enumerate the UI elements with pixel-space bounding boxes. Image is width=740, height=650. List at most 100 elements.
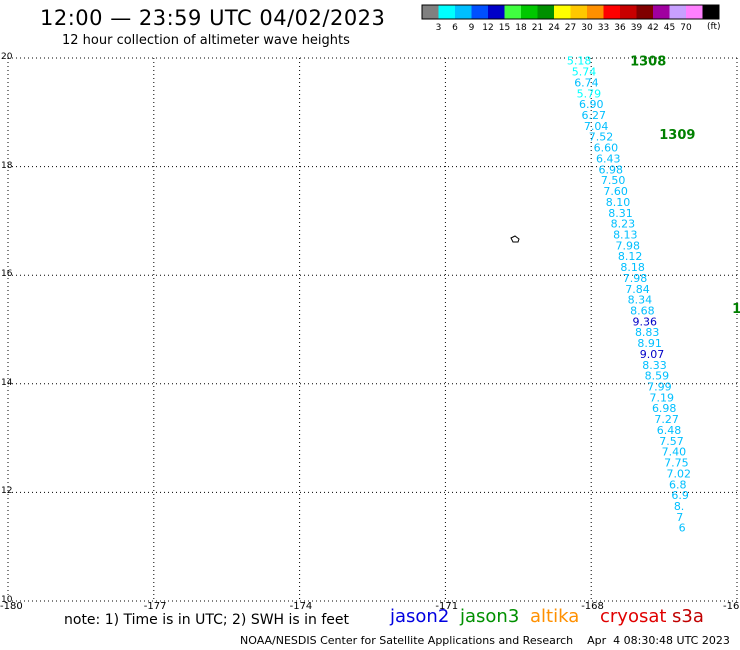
swh-value: 6 <box>679 522 686 535</box>
swh-value: 7.40 <box>662 446 687 459</box>
swh-value: 6.9 <box>671 489 689 502</box>
legend-tick-label: 45 <box>664 23 675 33</box>
legend-swatch <box>471 5 488 19</box>
legend-swatch <box>455 5 472 19</box>
swh-value: 8.34 <box>628 294 653 307</box>
page-subtitle: 12 hour collection of altimeter wave hei… <box>62 33 350 48</box>
legend-swatch <box>537 5 554 19</box>
legend-tick-label: 6 <box>452 23 458 33</box>
legend-tick-label: 9 <box>469 23 475 33</box>
legend-tick-label: 3 <box>436 23 442 33</box>
swh-value: 8.59 <box>645 370 670 383</box>
lon-tick-label: -171 <box>435 601 459 612</box>
lon-tick-label: -174 <box>289 601 313 612</box>
lat-tick-label: 10 <box>1 595 13 605</box>
legend-swatch <box>686 5 703 19</box>
legend-tick-label: 24 <box>548 23 560 33</box>
swh-value: 5.74 <box>572 66 597 79</box>
legend-tick-label: 42 <box>647 23 658 33</box>
swh-value: 8.68 <box>630 304 655 317</box>
swh-value: 7.84 <box>625 283 650 296</box>
lon-tick-label: -180 <box>0 601 23 612</box>
legend-frame <box>421 4 720 20</box>
swh-value: 8. <box>674 500 685 513</box>
satellite-name: jason3 <box>460 606 520 627</box>
legend-swatch <box>587 5 604 19</box>
swh-value: 8.31 <box>608 207 633 220</box>
time-label: 1309 <box>659 128 695 143</box>
swh-value: 6.8 <box>669 478 687 491</box>
swh-value: 8.10 <box>606 196 631 209</box>
legend-swatch <box>653 5 670 19</box>
satellite-name: altika <box>530 606 580 627</box>
legend-swatch <box>702 5 719 19</box>
swh-value: 7.02 <box>667 467 692 480</box>
swh-value: 9.07 <box>640 348 665 361</box>
lat-tick-label: 14 <box>1 377 13 388</box>
legend-swatch <box>504 5 521 19</box>
legend-tick-label: 36 <box>614 23 626 33</box>
lat-tick-label: 18 <box>1 160 13 171</box>
legend-swatch <box>554 5 571 19</box>
map-grid <box>7 57 738 602</box>
swh-value: 8.83 <box>635 326 660 339</box>
lon-tick-label: -16 <box>723 601 740 612</box>
legend-swatch <box>636 5 653 19</box>
legend-tick-label: 27 <box>565 23 576 33</box>
legend-swatch <box>521 5 538 19</box>
island-outline <box>510 235 520 243</box>
time-label: 1310 <box>732 302 740 317</box>
time-label: 1308 <box>630 55 666 70</box>
swh-value: 6.98 <box>652 402 677 415</box>
swh-value: 7.19 <box>650 391 675 404</box>
swh-value: 8.13 <box>613 228 638 241</box>
swh-value: 8.12 <box>618 250 643 263</box>
legend-swatch <box>620 5 637 19</box>
legend-swatch <box>488 5 505 19</box>
color-legend: 3 6 9 12 15 18 21 24 27 30 33 36 39 42 45 70 <box>421 4 720 33</box>
swh-value: 7.60 <box>603 185 628 198</box>
credit-line: NOAA/NESDIS Center for Satellite Applica… <box>240 634 730 647</box>
swh-value: 6.90 <box>579 98 604 111</box>
legend-swatch <box>570 5 587 19</box>
swh-value: 6.27 <box>581 109 606 122</box>
lon-tick-label: -168 <box>581 601 604 612</box>
swh-value: 7.98 <box>616 239 641 252</box>
lat-tick-label: 20 <box>1 52 13 62</box>
swh-value: 5.79 <box>577 87 602 100</box>
swh-value: 9.36 <box>633 315 658 328</box>
time-labels: 1308 1309 1310 <box>630 55 740 317</box>
legend-unit: (ft) <box>707 22 721 32</box>
swh-value: 8.33 <box>642 359 667 372</box>
legend-tick-label: 30 <box>581 23 593 33</box>
swh-value: 8.91 <box>637 337 662 350</box>
lat-tick-label: 16 <box>1 269 13 280</box>
swh-value: 6.60 <box>594 142 619 155</box>
satellite-name: cryosat <box>600 606 667 627</box>
legend-tick-label: 70 <box>680 23 692 33</box>
swh-value: 7.57 <box>659 435 684 448</box>
legend-tick-label: 18 <box>515 23 527 33</box>
lat-tick-label: 12 <box>1 486 13 497</box>
swh-value: 7 <box>676 511 683 524</box>
swh-value: 6.98 <box>598 163 623 176</box>
swh-value: 5.18 <box>567 55 592 68</box>
page-title: 12:00 — 23:59 UTC 04/02/2023 <box>40 6 386 30</box>
legend-swatch <box>603 5 620 19</box>
lon-tick-label: -177 <box>143 601 167 612</box>
swh-value: 7.27 <box>654 413 679 426</box>
swh-value: 7.50 <box>601 174 626 187</box>
legend-swatch <box>422 5 439 19</box>
swh-value: 7.75 <box>664 457 689 470</box>
satellite-name: s3a <box>672 606 704 627</box>
legend-tick-label: 12 <box>482 23 493 33</box>
legend-tick-label: 39 <box>631 23 643 33</box>
swh-points: 5.185.746.745.796.906.277.047.526.606.43… <box>567 55 691 535</box>
swh-value: 7.99 <box>647 381 672 394</box>
swh-value: 6.43 <box>596 152 621 165</box>
legend-swatch <box>669 5 686 19</box>
legend-tick-label: 21 <box>532 23 543 33</box>
swh-value: 7.98 <box>623 272 648 285</box>
swh-value: 8.18 <box>620 261 645 274</box>
